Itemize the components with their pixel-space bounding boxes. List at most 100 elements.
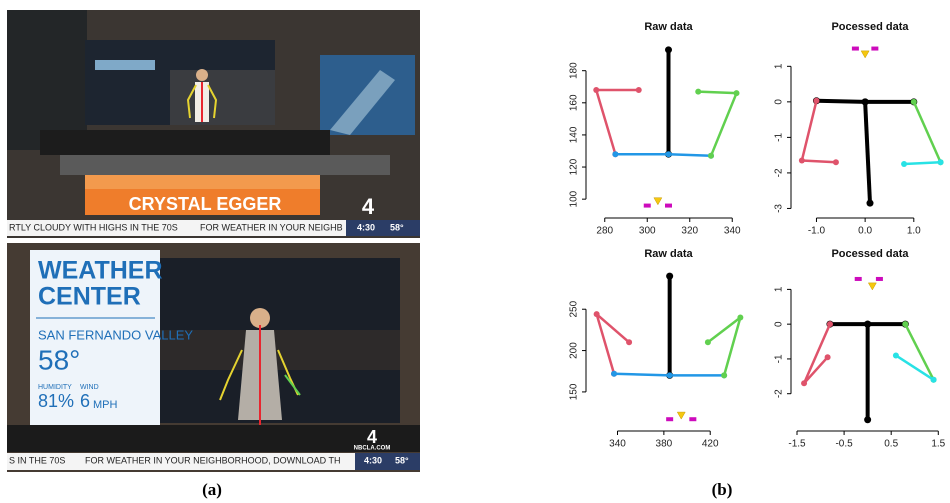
figure: CRYSTAL EGGER RTLY CLOUDY WITH HIGHS IN … [0, 0, 950, 503]
y-tick-label: 100 [569, 190, 580, 207]
wind: 6 [80, 391, 90, 411]
y-tick-label: 1 [774, 286, 785, 292]
y-tick-label: -2 [774, 168, 785, 177]
ticker-text: RTLY CLOUDY WITH HIGHS IN THE 70S [9, 222, 178, 232]
joint [833, 159, 839, 165]
joint [665, 46, 672, 53]
x-tick-label: 320 [681, 226, 698, 237]
temperature: 58° [390, 222, 404, 232]
joint [594, 311, 600, 317]
joint [827, 321, 833, 327]
x-tick-label: 1.0 [907, 226, 921, 237]
temperature-big: 58° [38, 344, 80, 375]
joint [938, 159, 944, 165]
joint [893, 352, 899, 358]
joint [636, 87, 642, 93]
screenshot-top: CRYSTAL EGGER RTLY CLOUDY WITH HIGHS IN … [7, 10, 420, 238]
skeleton-limb [698, 92, 736, 156]
joint [864, 321, 871, 328]
x-tick-label: 1.5 [931, 439, 945, 450]
x-tick-label: -0.5 [835, 439, 853, 450]
y-tick-label: 1 [774, 63, 785, 69]
joint [666, 273, 673, 280]
y-tick-label: -3 [774, 204, 785, 213]
screenshot-bottom: WEATHER CENTER SAN FERNANDO VALLEY 58° H… [7, 243, 420, 472]
joint [708, 153, 714, 159]
x-tick-label: 300 [639, 226, 656, 237]
keypoint-marker [644, 204, 651, 208]
x-tick-label: 420 [702, 439, 719, 450]
skeleton-limb [708, 317, 740, 375]
panel-label: (b) [712, 480, 733, 499]
logo: 4 [362, 194, 375, 219]
joint [734, 90, 740, 96]
y-tick-label: 250 [569, 300, 580, 317]
x-tick-label: 280 [596, 226, 613, 237]
keypoint-marker [689, 417, 696, 421]
place: SAN FERNANDO VALLEY [38, 327, 193, 342]
ticker-text: FOR WEATHER IN YOUR NEIGHB [200, 222, 343, 232]
temperature: 58° [395, 455, 409, 465]
logo: 4 [367, 427, 377, 447]
wind-unit: MPH [93, 399, 118, 411]
keypoint-marker [666, 417, 673, 421]
joint [867, 200, 874, 207]
x-tick-label: -1.5 [788, 439, 806, 450]
keypoint-marker [677, 412, 685, 419]
ticker-text: S IN THE 70S [9, 455, 65, 465]
y-tick-label: 200 [569, 342, 580, 359]
joint [612, 151, 618, 157]
y-tick-label: -1 [774, 133, 785, 142]
joint [799, 157, 805, 163]
joint [902, 321, 908, 327]
joint [667, 372, 673, 378]
joint [825, 354, 831, 360]
keypoint-marker [876, 277, 883, 281]
joint [931, 377, 937, 383]
plot-title: Pocessed data [831, 21, 909, 33]
joint [666, 151, 672, 157]
skeleton-limb [615, 154, 711, 156]
joint [611, 371, 617, 377]
keypoint-marker [665, 204, 672, 208]
y-tick-label: 140 [569, 126, 580, 143]
skeleton-limb [865, 102, 870, 203]
y-tick-label: 120 [569, 158, 580, 175]
time: 4:30 [357, 222, 375, 232]
joint [862, 98, 869, 105]
skeleton-limb [597, 314, 629, 374]
time: 4:30 [364, 455, 382, 465]
weather-title: CENTER [38, 283, 141, 311]
joint [705, 339, 711, 345]
x-tick-label: -1.0 [808, 226, 826, 237]
y-tick-label: 180 [569, 62, 580, 79]
skeleton-limb [914, 102, 941, 162]
y-tick-label: -1 [774, 354, 785, 363]
humidity: 81% [38, 391, 74, 411]
skeleton-limb [802, 101, 836, 162]
keypoint-marker [855, 277, 862, 281]
joint [864, 416, 871, 423]
joint [737, 314, 743, 320]
y-tick-label: 160 [569, 94, 580, 111]
keypoint-marker [852, 47, 859, 51]
keypoint-marker [861, 51, 869, 58]
joint [626, 339, 632, 345]
plot-title: Pocessed data [831, 248, 909, 260]
x-tick-label: 0.5 [884, 439, 898, 450]
ticker-text: FOR WEATHER IN YOUR NEIGHBORHOOD, DOWNLO… [85, 455, 341, 465]
plot-title: Raw data [644, 248, 693, 260]
plot-title: Raw data [644, 21, 693, 33]
y-tick-label: 0 [774, 99, 785, 105]
joint [695, 89, 701, 95]
x-tick-label: 340 [724, 226, 741, 237]
x-tick-label: 380 [656, 439, 673, 450]
panel-label: (a) [202, 480, 222, 499]
joint [801, 380, 807, 386]
y-tick-label: 0 [774, 321, 785, 327]
skeleton-limb [804, 324, 830, 383]
skeleton-limb [904, 162, 941, 164]
name-bar: CRYSTAL EGGER [129, 194, 282, 214]
keypoint-marker [868, 283, 876, 290]
weather-title: WEATHER [38, 257, 163, 285]
